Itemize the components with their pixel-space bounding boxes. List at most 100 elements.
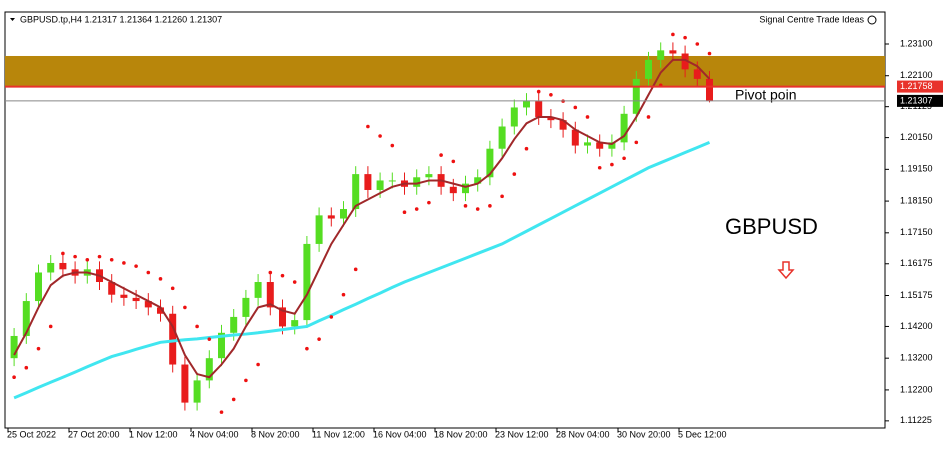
- sar-dot: [610, 162, 614, 167]
- candle-body: [120, 294, 128, 298]
- sar-dot: [73, 254, 77, 259]
- candle-body: [474, 177, 482, 184]
- header: GBPUSD.tp,H4 1.21317 1.21364 1.21260 1.2…: [20, 14, 222, 24]
- x-tick-label: 11 Nov 12:00: [312, 429, 365, 439]
- resistance-zone: [5, 55, 885, 86]
- candle-body: [205, 358, 213, 381]
- candle-body: [645, 59, 652, 79]
- sar-dot: [707, 51, 712, 56]
- candle-body: [315, 215, 323, 244]
- candle-body: [632, 78, 640, 114]
- sar-dot: [500, 194, 504, 199]
- candle-body: [108, 282, 116, 295]
- close-icon[interactable]: [867, 15, 877, 25]
- x-tick-label: 27 Oct 20:00: [68, 429, 120, 439]
- y-tick-label: 1.22100: [900, 70, 933, 80]
- candle-body: [510, 107, 518, 127]
- sar-dot: [475, 207, 480, 211]
- candle-body: [193, 380, 201, 403]
- candle-body: [413, 177, 421, 187]
- candle-body: [681, 53, 689, 70]
- candle-body: [352, 174, 360, 210]
- sar-dot: [134, 264, 138, 268]
- candle-body: [59, 262, 67, 270]
- y-tick-label: 1.12200: [900, 384, 933, 394]
- sar-dot: [122, 261, 126, 265]
- candle-body: [462, 183, 469, 194]
- sar-dot: [341, 292, 346, 297]
- sar-dot: [378, 134, 382, 138]
- x-tick-label: 5 Dec 12:00: [678, 429, 727, 439]
- y-tick-label: 1.17150: [900, 227, 933, 237]
- y-tick-label: 1.14200: [900, 321, 933, 331]
- sar-dot: [524, 146, 529, 151]
- candle-body: [706, 78, 713, 101]
- candle-body: [657, 50, 665, 60]
- sar-dot: [280, 273, 285, 278]
- sar-dot: [671, 32, 675, 37]
- candle-body: [498, 126, 506, 149]
- x-tick-label: 23 Nov 12:00: [495, 429, 549, 439]
- candle-body: [449, 186, 457, 194]
- sar-dot: [439, 153, 443, 157]
- sar-dot: [683, 35, 687, 40]
- sar-dot: [170, 286, 175, 291]
- sar-dot: [97, 254, 102, 259]
- sar-dot: [305, 346, 309, 351]
- moving-average: [13, 58, 711, 379]
- y-tick-label: 1.23100: [900, 38, 933, 48]
- sar-dot: [646, 115, 651, 119]
- candle-body: [535, 101, 543, 117]
- price-level-label: 1.21758: [900, 81, 933, 91]
- candle-body: [340, 209, 347, 219]
- y-tick-label: 1.16175: [900, 258, 933, 268]
- sar-dot: [61, 251, 65, 256]
- x-tick-label: 4 Nov 04:00: [190, 429, 239, 439]
- y-tick-label: 1.20150: [900, 132, 933, 142]
- candle-body: [144, 301, 152, 308]
- sar-dot: [536, 89, 541, 94]
- candle-body: [242, 297, 250, 317]
- x-tick-label: 1 Nov 12:00: [129, 429, 178, 439]
- sar-dot: [366, 124, 370, 129]
- sar-dot: [219, 410, 224, 414]
- sar-dot: [231, 397, 236, 402]
- sar-dot: [451, 159, 456, 164]
- candle-body: [608, 142, 616, 149]
- plot: [5, 32, 885, 414]
- sar-dot: [85, 257, 90, 262]
- sar-dot: [585, 115, 590, 119]
- sar-dot: [353, 267, 358, 272]
- candle-body: [47, 262, 55, 273]
- candle-body: [291, 320, 299, 327]
- x-tick-label: 18 Nov 20:00: [434, 429, 488, 439]
- x-tick-label: 25 Oct 2022: [7, 429, 56, 439]
- sar-dot: [329, 315, 334, 319]
- sar-dot: [292, 280, 297, 284]
- sar-dot: [402, 210, 407, 214]
- candle-body: [230, 316, 238, 333]
- candle-body: [364, 174, 372, 190]
- candle-body: [157, 307, 164, 314]
- sar-dot: [244, 378, 248, 383]
- candle-body: [523, 101, 530, 108]
- y-tick-label: 1.11225: [900, 415, 932, 425]
- sar-dot: [109, 257, 114, 262]
- candle-body: [22, 301, 30, 336]
- sar-dot: [12, 375, 16, 380]
- moving-average: [13, 140, 711, 400]
- y-tick-label: 1.13200: [900, 353, 933, 363]
- price-level-box: [897, 80, 943, 93]
- sar-dot: [390, 143, 395, 148]
- candle-body: [266, 282, 274, 308]
- sar-dot: [695, 42, 700, 46]
- sar-dot: [512, 172, 517, 176]
- x-tick-label: 8 Nov 20:00: [251, 429, 300, 439]
- candle-body: [584, 142, 591, 146]
- candle-body: [303, 243, 311, 321]
- sar-dot: [158, 277, 163, 281]
- candle-body: [486, 148, 494, 178]
- sar-dot: [634, 140, 639, 145]
- candle-body: [181, 364, 189, 403]
- sar-dot: [207, 337, 212, 341]
